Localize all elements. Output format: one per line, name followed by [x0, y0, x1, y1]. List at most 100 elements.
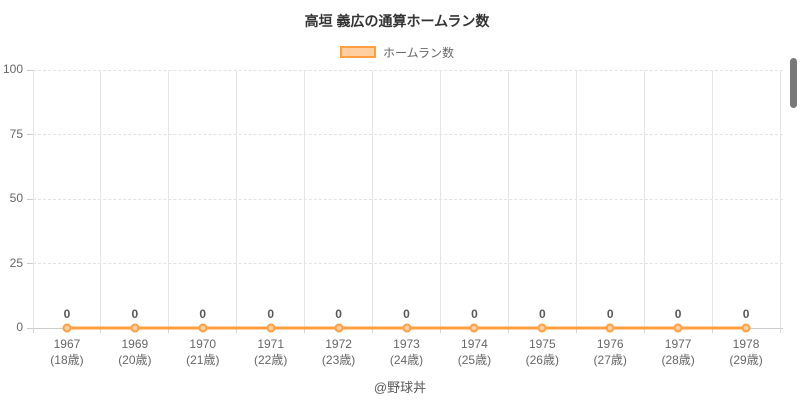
gridline-x-9: [643, 70, 645, 328]
point-value-label: 0: [335, 307, 342, 321]
x-axis-label: 1969 (20歳): [101, 336, 169, 368]
y-axis-label: 25: [9, 255, 23, 270]
x-axis-label: 1975 (26歳): [508, 336, 576, 368]
scrollbar-thumb[interactable]: [790, 58, 797, 108]
x-axis-label-year: 1973: [393, 337, 420, 351]
x-tick-0: [32, 328, 34, 333]
point-value-label: 0: [199, 307, 207, 321]
y-tick-25: [27, 263, 33, 264]
x-axis-label: 1970 (21歳): [169, 336, 237, 368]
gridline-x-2: [168, 70, 170, 328]
data-point-marker: [334, 323, 344, 333]
data-point-marker: [537, 323, 547, 333]
y-tick-0: [27, 327, 33, 329]
point-value-label: 0: [403, 307, 410, 321]
x-axis-label-age: (27歳): [593, 353, 627, 367]
x-tick-9: [643, 328, 645, 333]
gridline-x-11: [779, 70, 781, 328]
point-value-label: 0: [742, 307, 750, 321]
gridline-x-8: [575, 70, 577, 328]
x-axis-label-age: (21歳): [186, 353, 220, 367]
x-axis-label-age: (26歳): [525, 353, 559, 367]
gridline-x-5: [372, 70, 374, 328]
x-axis-label-age: (20歳): [118, 353, 152, 367]
data-point-marker: [741, 323, 751, 333]
x-axis-label: 1973 (24歳): [373, 336, 441, 368]
x-axis-label: 1972 (23歳): [305, 336, 373, 368]
legend-item[interactable]: ホームラン数: [0, 44, 794, 60]
x-tick-4: [304, 328, 306, 333]
x-axis-label-age: (28歳): [661, 353, 695, 367]
x-axis-label-age: (24歳): [389, 353, 424, 367]
point-value-label: 0: [674, 307, 682, 321]
x-axis-label: 1971 (22歳): [237, 336, 305, 368]
data-point-marker: [402, 323, 411, 333]
point-value-label: 0: [538, 307, 546, 321]
x-axis-label-year: 1977: [664, 337, 692, 351]
point-value-label: 0: [606, 307, 614, 321]
legend-label: ホームラン数: [382, 45, 455, 60]
gridline-x-4: [304, 70, 306, 328]
x-axis-label: 1967 (18歳): [33, 336, 101, 368]
data-point-marker: [673, 323, 683, 333]
data-point-marker: [198, 323, 208, 333]
x-axis-label-age: (22歳): [254, 353, 288, 367]
y-tick-50: [27, 198, 33, 200]
y-tick-75: [27, 134, 33, 135]
series-line: [66, 326, 747, 330]
data-point-marker: [469, 323, 479, 333]
y-tick-100: [27, 69, 33, 71]
data-point-marker: [605, 323, 615, 333]
x-tick-2: [168, 328, 170, 333]
x-tick-5: [372, 328, 374, 333]
x-axis-label-year: 1970: [189, 337, 217, 351]
gridline-y-100: [33, 69, 783, 71]
x-axis-label-year: 1974: [461, 337, 488, 351]
x-axis-label-year: 1975: [528, 337, 556, 351]
x-tick-6: [439, 328, 441, 333]
point-value-label: 0: [131, 307, 139, 321]
data-point-marker: [266, 323, 276, 333]
x-axis-label: 1978 (29歳): [712, 336, 780, 368]
x-tick-7: [507, 328, 509, 333]
x-axis-label-age: (18歳): [50, 353, 84, 367]
chart-title: 高垣 義広の通算ホームラン数: [304, 13, 490, 29]
x-axis-label-year: 1967: [53, 337, 81, 351]
watermark: @野球丼: [373, 380, 427, 395]
x-tick-1: [100, 328, 102, 333]
x-axis-label-year: 1972: [325, 337, 352, 351]
x-axis-label-age: (29歳): [729, 353, 763, 367]
x-axis-label-year: 1971: [257, 337, 285, 351]
gridline-x-1: [100, 70, 102, 328]
point-value-label: 0: [267, 307, 275, 321]
x-tick-11: [779, 328, 781, 333]
y-axis-label: 75: [9, 126, 23, 141]
gridline-y-50: [33, 198, 783, 200]
x-axis-label-year: 1969: [121, 337, 149, 351]
gridline-x-6: [439, 70, 441, 328]
y-axis-label: 50: [9, 191, 23, 205]
y-axis-label: 0: [16, 320, 23, 334]
point-value-label: 0: [63, 307, 71, 321]
gridline-x-7: [507, 70, 509, 328]
gridline-x-0: [32, 70, 34, 328]
x-axis-label-age: (25歳): [457, 353, 492, 367]
x-axis-label: 1977 (28歳): [644, 336, 712, 368]
point-value-label: 0: [471, 307, 478, 321]
x-tick-10: [711, 328, 713, 333]
data-point-marker: [62, 323, 72, 333]
x-tick-8: [575, 328, 577, 333]
x-axis-label: 1976 (27歳): [576, 336, 644, 368]
x-axis-label-year: 1976: [596, 337, 624, 351]
data-point-marker: [130, 323, 140, 333]
x-axis-label: 1974 (25歳): [440, 336, 508, 368]
legend-swatch: [339, 46, 376, 58]
gridline-x-10: [711, 70, 713, 328]
x-axis-label-age: (23歳): [321, 353, 356, 367]
gridline-y-25: [33, 263, 783, 264]
gridline-x-3: [236, 70, 238, 328]
x-axis-label-year: 1978: [732, 337, 760, 351]
y-axis-label: 100: [2, 62, 23, 76]
